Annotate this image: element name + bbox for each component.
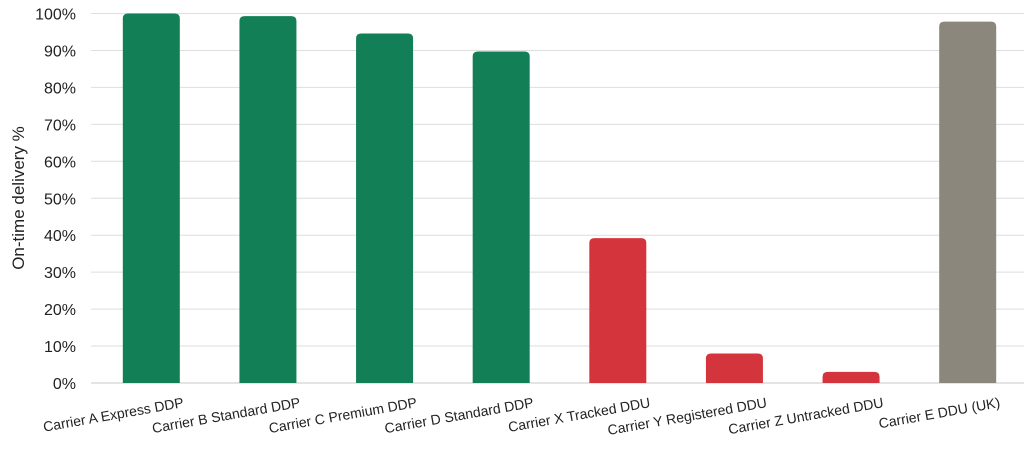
y-tick-label: 40%	[44, 228, 76, 245]
bar	[356, 33, 414, 383]
y-tick-label: 90%	[44, 43, 76, 60]
bar	[122, 13, 180, 383]
bar	[822, 371, 880, 383]
y-tick-label: 70%	[44, 117, 76, 134]
x-tick-label: Carrier E DDU (UK)	[877, 394, 1001, 431]
bar	[472, 51, 530, 383]
bar	[939, 21, 997, 384]
y-tick-label: 30%	[44, 265, 76, 282]
y-tick-label: 20%	[44, 302, 76, 319]
y-tick-label: 60%	[44, 154, 76, 171]
y-tick-label: 50%	[44, 191, 76, 208]
y-tick-label: 10%	[44, 339, 76, 356]
y-tick-label: 0%	[53, 376, 76, 393]
y-axis-label: On-time delivery %	[9, 126, 28, 270]
y-tick-label: 100%	[35, 7, 76, 24]
bar	[705, 353, 763, 383]
y-tick-label: 80%	[44, 80, 76, 97]
bar	[239, 16, 297, 384]
bar	[589, 238, 647, 383]
